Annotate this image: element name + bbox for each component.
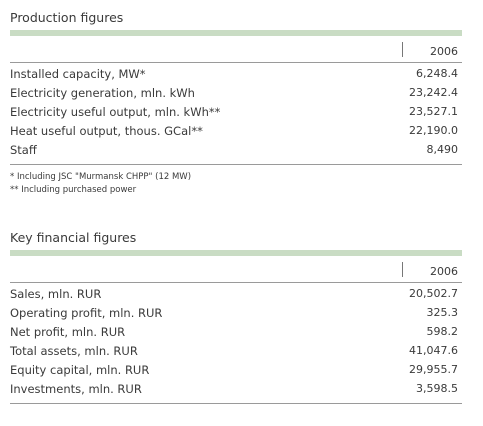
row-label: Operating profit, mln. RUR	[10, 306, 163, 320]
section-title: Key financial figures	[10, 230, 137, 245]
row-value: 8,490	[426, 143, 459, 156]
row-value: 598.2	[426, 325, 459, 338]
bottom-rule	[10, 164, 462, 165]
row-label: Equity capital, mln. RUR	[10, 363, 150, 377]
year-header: 2006	[430, 45, 458, 58]
header-divider	[402, 262, 403, 277]
row-value: 23,242.4	[409, 86, 458, 99]
row-value: 29,955.7	[409, 363, 458, 376]
row-label: Total assets, mln. RUR	[10, 344, 138, 358]
footnote: * Including JSC "Murmansk CHPP" (12 MW)	[10, 172, 192, 182]
header-rule	[10, 282, 462, 283]
row-value: 3,598.5	[416, 382, 458, 395]
row-value: 23,527.1	[409, 105, 458, 118]
section-title: Production figures	[10, 10, 124, 25]
row-label: Staff	[10, 143, 37, 157]
green-bar	[10, 30, 462, 36]
row-label: Sales, mln. RUR	[10, 287, 102, 301]
header-rule	[10, 62, 462, 63]
row-value: 41,047.6	[409, 344, 458, 357]
year-header: 2006	[430, 265, 458, 278]
green-bar	[10, 250, 462, 256]
row-label: Electricity useful output, mln. kWh**	[10, 105, 221, 119]
row-label: Electricity generation, mln. kWh	[10, 86, 195, 100]
row-label: Net profit, mln. RUR	[10, 325, 126, 339]
row-value: 22,190.0	[409, 124, 458, 137]
row-label: Installed capacity, MW*	[10, 67, 146, 81]
bottom-rule	[10, 403, 462, 404]
row-value: 20,502.7	[409, 287, 458, 300]
row-label: Heat useful output, thous. GCal**	[10, 124, 203, 138]
header-divider	[402, 42, 403, 57]
row-label: Investments, mln. RUR	[10, 382, 142, 396]
row-value: 325.3	[426, 306, 459, 319]
footnote: ** Including purchased power	[10, 185, 137, 195]
row-value: 6,248.4	[416, 67, 458, 80]
